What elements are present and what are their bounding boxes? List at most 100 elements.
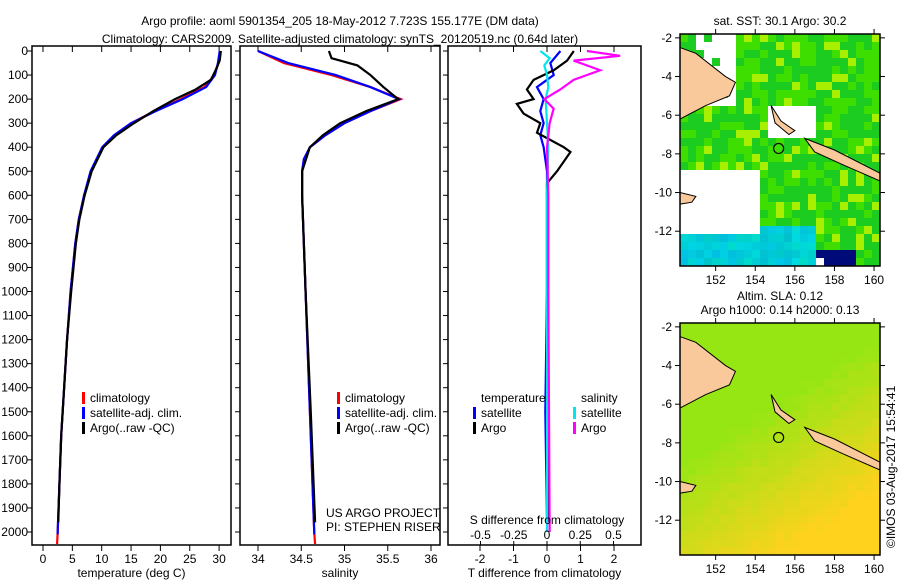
map-cell	[744, 435, 753, 444]
map-cell	[744, 218, 753, 227]
map-cell	[704, 323, 713, 332]
map-cell	[680, 507, 689, 516]
map-cell	[776, 379, 785, 388]
map-cell	[736, 355, 745, 364]
map-cell	[848, 411, 857, 420]
sst-map-panel: 152 154 156 158 160 -2 -4 -6 -8 -10 -12	[655, 29, 885, 287]
map-cell	[856, 347, 865, 356]
map-cell	[848, 483, 857, 492]
map-cell	[704, 178, 713, 187]
map-cell	[856, 130, 865, 139]
map-cell	[680, 146, 689, 155]
map-cell	[720, 435, 729, 444]
map-cell	[688, 114, 697, 123]
map-cell	[728, 218, 737, 227]
map-cell	[736, 98, 745, 107]
map-cell	[744, 34, 753, 43]
map-cell	[736, 363, 745, 372]
map-cell	[696, 122, 705, 131]
x-tick-label: 36	[424, 552, 438, 566]
map-cell	[792, 178, 801, 187]
map-cell	[736, 74, 745, 83]
map-cell	[696, 499, 705, 508]
map-cell	[856, 411, 865, 420]
depth-tick-label: 800	[8, 236, 28, 250]
map-cell	[856, 419, 865, 428]
map-cell	[832, 186, 841, 195]
map-cell	[768, 122, 777, 131]
map-cell	[776, 250, 785, 259]
map-cell	[824, 395, 833, 404]
depth-tick-label: 1900	[1, 501, 28, 515]
map-cell	[736, 515, 745, 524]
lon-tick-label: 158	[824, 273, 844, 287]
map-cell	[792, 379, 801, 388]
map-cell	[808, 58, 817, 67]
map-cell	[776, 355, 785, 364]
map-cell	[872, 371, 881, 380]
map-cell	[824, 98, 833, 107]
map-cell	[816, 74, 825, 83]
map-cell	[680, 250, 689, 259]
map-cell	[680, 210, 689, 219]
map-cell	[848, 395, 857, 404]
map-cell	[784, 50, 793, 59]
map-frame	[679, 322, 881, 556]
map-cell	[816, 451, 825, 460]
map-cell	[744, 186, 753, 195]
map-cell	[680, 443, 689, 452]
map-cell	[832, 435, 841, 444]
map-cell	[688, 547, 697, 556]
map-cell	[752, 210, 761, 219]
map-cell	[744, 451, 753, 460]
map-cell	[744, 539, 753, 548]
map-cell	[712, 202, 721, 211]
map-cell	[824, 451, 833, 460]
map-cell	[728, 403, 737, 412]
map-cell	[776, 74, 785, 83]
depth-tick-label: 100	[8, 68, 28, 82]
map-cell	[720, 234, 729, 243]
map-cell	[792, 411, 801, 420]
map-cell	[856, 90, 865, 99]
map-cell	[848, 226, 857, 235]
map-cell	[872, 331, 881, 340]
map-cell	[696, 515, 705, 524]
map-cell	[808, 42, 817, 51]
map-cell	[832, 379, 841, 388]
map-cell	[744, 154, 753, 163]
map-cell	[752, 90, 761, 99]
map-cell	[704, 499, 713, 508]
map-cell	[856, 371, 865, 380]
map-cell	[768, 411, 777, 420]
map-cell	[824, 515, 833, 524]
map-cell	[784, 507, 793, 516]
map-cell	[800, 210, 809, 219]
map-cell	[768, 186, 777, 195]
map-cell	[816, 218, 825, 227]
map-cell	[688, 122, 697, 131]
map-cell	[744, 82, 753, 91]
map-cell	[688, 531, 697, 540]
map-cell	[840, 339, 849, 348]
map-cell	[760, 347, 769, 356]
map-cell	[856, 178, 865, 187]
legend-label: satellite	[481, 406, 522, 420]
map-cell	[704, 475, 713, 484]
map-cell	[792, 90, 801, 99]
map-cell	[736, 507, 745, 516]
map-cell	[872, 146, 881, 155]
map-cell	[816, 347, 825, 356]
map-cell	[776, 443, 785, 452]
map-cell	[792, 122, 801, 131]
map-cell	[768, 419, 777, 428]
map-cell	[848, 202, 857, 211]
salinity-profile-panel: 34 34.5 35 35.5 36 salinity climatologysatelli…	[235, 45, 441, 580]
map-cell	[856, 507, 865, 516]
map-cell	[800, 130, 809, 139]
map-cell	[712, 395, 721, 404]
map-cell	[760, 459, 769, 468]
map-cell	[760, 363, 769, 372]
map-cell	[864, 258, 873, 267]
map-cell	[688, 411, 697, 420]
